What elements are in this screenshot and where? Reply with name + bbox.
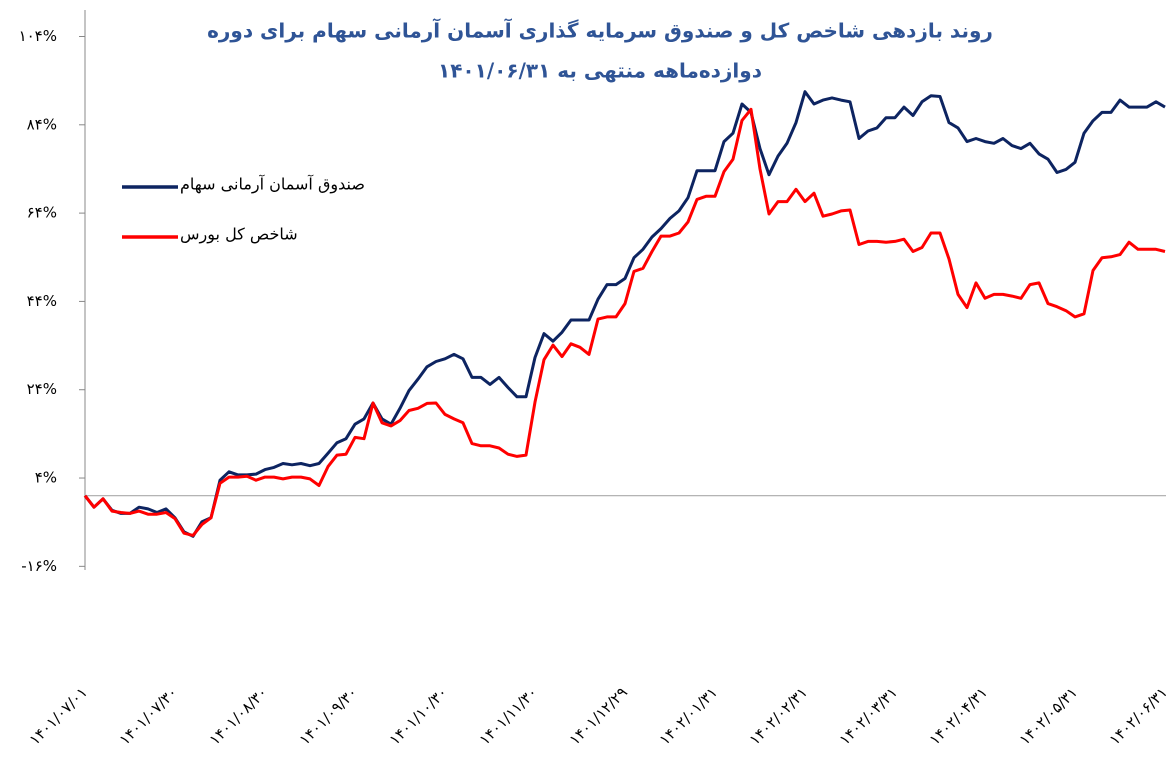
x-tick-label: ۱۴۰۱/۰۹/۳۰ xyxy=(296,683,361,748)
x-tick-label: ۱۴۰۱/۱۰/۳۰ xyxy=(386,683,451,748)
x-tick-label: ۱۴۰۱/۱۱/۳۰ xyxy=(476,683,541,748)
x-tick-label: ۱۴۰۱/۰۸/۳۰ xyxy=(206,683,271,748)
y-tick-label: ۴% xyxy=(35,469,57,487)
y-tick-label: ۴۴% xyxy=(27,292,57,310)
legend-label: شاخص کل بورس xyxy=(180,225,298,245)
x-tick-label: ۱۴۰۱/۱۲/۲۹ xyxy=(566,683,631,748)
x-tick-label: ۱۴۰۱/۰۷/۰۱ xyxy=(26,683,91,748)
series-line xyxy=(83,90,1166,538)
y-tick-label: ۶۴% xyxy=(27,204,57,222)
y-tick-label: ۲۴% xyxy=(27,380,57,398)
y-tick-label: ۸۴% xyxy=(27,115,57,133)
x-tick-label: ۱۴۰۲/۰۶/۳۱ xyxy=(1106,683,1166,748)
x-tick-label: ۱۴۰۲/۰۱/۳۱ xyxy=(656,683,721,748)
x-tick-label: ۱۴۰۱/۰۷/۳۰ xyxy=(116,683,181,748)
x-tick-label: ۱۴۰۲/۰۴/۳۱ xyxy=(926,683,991,748)
y-tick-label: -۱۶% xyxy=(21,557,57,575)
series-line xyxy=(83,107,1166,537)
x-tick-label: ۱۴۰۲/۰۳/۳۱ xyxy=(836,683,901,748)
x-tick-label: ۱۴۰۲/۰۲/۳۱ xyxy=(746,683,811,748)
y-tick-label: ۱۰۴% xyxy=(19,27,57,45)
x-tick-label: ۱۴۰۲/۰۵/۳۱ xyxy=(1016,683,1081,748)
chart-title: روند بازدهی شاخص کل و صندوق سرمایه گذاری… xyxy=(207,18,993,43)
legend-label: صندوق آسمان آرمانی سهام xyxy=(180,175,365,195)
chart-subtitle: دوازده‌ماهه منتهی به ۱۴۰۱/۰۶/۳۱ xyxy=(438,59,762,83)
